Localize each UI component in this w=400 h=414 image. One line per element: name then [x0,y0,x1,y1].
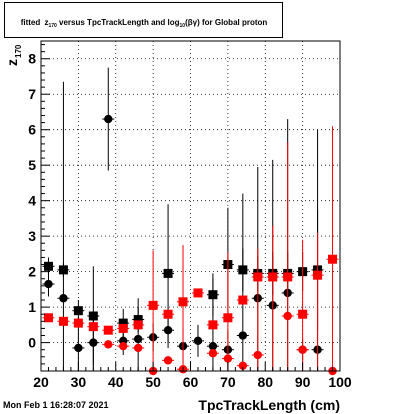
y-axis-label: z170 [4,44,23,66]
data-point [43,313,53,323]
y-tick-label: 7 [28,86,36,102]
title-z: z [44,18,48,27]
data-point [104,340,113,349]
x-tick-label: 30 [71,374,87,390]
y-tick-label: 5 [28,157,36,173]
data-point [163,309,173,319]
data-point [238,295,248,305]
title-part-1: fitted [21,18,43,27]
data-point [103,325,113,335]
x-tick-label: 20 [33,374,49,390]
y-axis-label-sub: 170 [14,44,23,58]
y-tick-label: 2 [28,264,36,280]
data-point [208,320,218,330]
y-tick-label: 0 [28,335,36,351]
data-point [298,345,307,354]
y-tick-label: 4 [28,193,36,209]
data-point [88,322,98,332]
axis-ticks [40,44,341,372]
data-point [208,349,218,358]
data-point [163,356,173,365]
title-z-sub: 170 [48,23,57,29]
data-point [133,334,143,344]
footer-date: Mon Feb 1 16:28:07 2021 [3,400,109,410]
title-part-3: (βγ) for Global proton [185,18,267,27]
data-point [59,294,68,303]
data-point [73,306,83,316]
chart-title: fitted z170 versus TpcTrackLength and lo… [21,18,268,29]
y-tick-label: 8 [28,51,36,67]
data-point [238,331,248,340]
y-axis-label-main: z [4,59,20,66]
data-point [238,361,248,370]
data-point [43,261,53,271]
data-point [208,341,218,351]
x-tick-label: 40 [108,374,124,390]
series-2 [42,254,339,335]
data-point [118,318,128,328]
x-tick-label: 70 [220,374,236,390]
data-point [118,323,128,333]
data-point [73,318,83,328]
data-point [58,316,68,326]
data-point [163,325,173,335]
data-point [89,338,98,347]
data-point [193,288,203,298]
title-box: fitted z170 versus TpcTrackLength and lo… [4,2,283,38]
data-point [44,279,53,289]
grid [41,41,340,371]
y-tick-label: 6 [28,122,36,138]
tick-labels: 20 30 40 50 60 70 80 90 100 0 1 2 3 4 5 6 7 8 [28,51,352,390]
data-point [223,354,233,363]
title-part-2: versus TpcTrackLength and log [57,18,180,27]
x-tick-label: 90 [295,374,311,390]
x-tick-label: 80 [257,374,273,390]
title-log-sub: 10 [180,23,186,29]
data-point [253,350,262,360]
y-tick-label: 3 [28,228,36,244]
data-point [163,268,173,278]
data-point [104,114,113,124]
data-point [74,343,83,353]
x-tick-label: 100 [328,374,352,390]
series-layer [42,67,339,376]
x-tick-label: 50 [145,374,161,390]
data-point [133,343,143,353]
data-point [133,320,143,330]
data-point [119,341,128,351]
data-point [283,311,292,321]
x-axis-label: TpcTrackLength (cm) [198,397,340,413]
y-tick-label: 1 [28,299,36,315]
x-tick-label: 60 [183,374,199,390]
data-point [193,336,203,346]
